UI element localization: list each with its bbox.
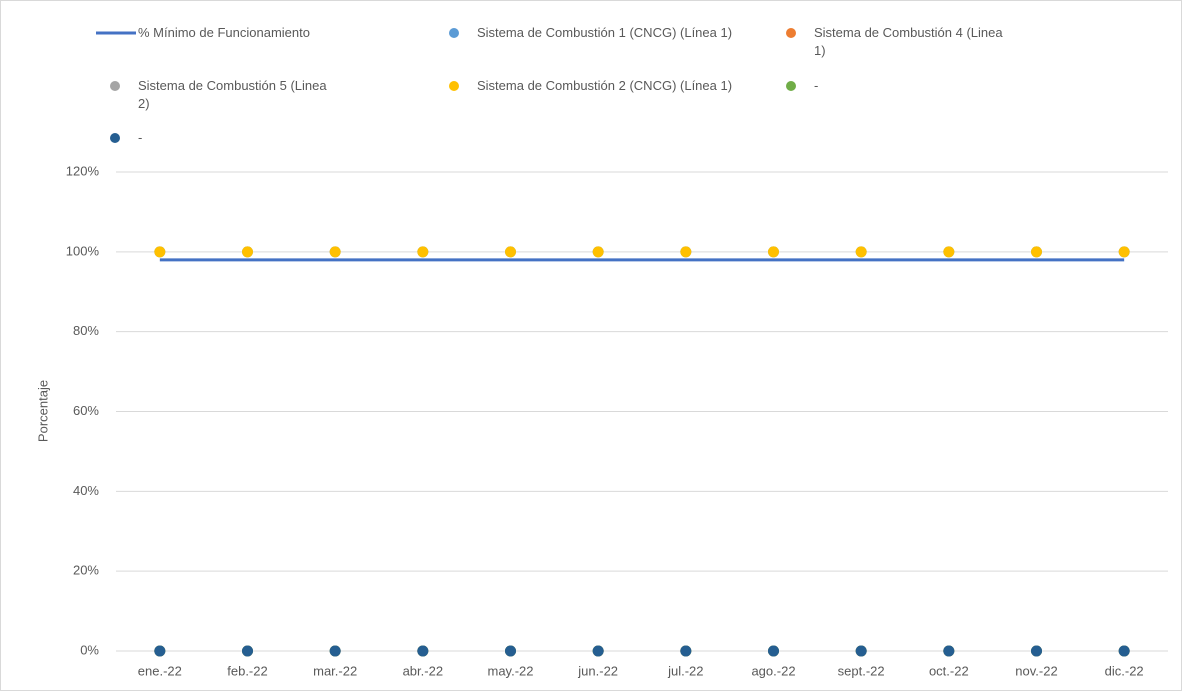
y-tick-label: 80% [73, 323, 99, 338]
data-point [768, 645, 779, 657]
data-point [855, 246, 867, 258]
data-point [417, 246, 429, 258]
data-point [154, 645, 166, 657]
legend-label: Sistema de Combustión 1 (CNCG) (Línea 1) [477, 25, 733, 40]
data-point [855, 645, 867, 657]
data-point [1118, 645, 1130, 657]
legend-marker [449, 28, 459, 38]
x-tick-label: dic.-22 [1105, 663, 1144, 678]
legend-marker [449, 81, 459, 91]
data-point [329, 246, 341, 258]
data-point [242, 246, 253, 258]
x-tick-label: jun.-22 [577, 663, 618, 678]
data-point [943, 645, 955, 657]
x-tick-label: sept.-22 [838, 663, 885, 678]
data-point [154, 246, 166, 258]
legend-label: % Mínimo de Funcionamiento [138, 25, 310, 40]
x-tick-label: ago.-22 [751, 663, 795, 678]
x-tick-label: abr.-22 [403, 663, 443, 678]
legend-label: Sistema de Combustión 4 (Linea 1) [814, 25, 1003, 58]
legend-label: - [138, 130, 143, 145]
data-point [242, 645, 253, 657]
x-tick-label: nov.-22 [1015, 663, 1057, 678]
data-point [680, 645, 692, 657]
legend-label: Sistema de Combustión 2 (CNCG) (Línea 1) [477, 78, 733, 93]
data-point [417, 645, 429, 657]
legend-marker [786, 81, 796, 91]
data-point [1118, 246, 1130, 258]
legend-label: - [814, 78, 819, 93]
x-tick-label: feb.-22 [227, 663, 267, 678]
x-tick-label: mar.-22 [313, 663, 357, 678]
y-tick-label: 0% [80, 642, 99, 657]
legend-marker [786, 28, 796, 38]
x-tick-label: jul.-22 [667, 663, 703, 678]
data-point [1031, 246, 1042, 258]
data-point [768, 246, 779, 258]
y-tick-label: 60% [73, 403, 99, 418]
data-point [943, 246, 955, 258]
data-point [329, 645, 341, 657]
y-tick-label: 100% [66, 243, 100, 258]
data-point [592, 645, 604, 657]
legend-marker [110, 133, 120, 143]
y-tick-label: 40% [73, 483, 99, 498]
legend-label: Sistema de Combustión 5 (Linea 2) [138, 78, 327, 111]
y-tick-label: 20% [73, 563, 99, 578]
legend-marker [110, 81, 120, 91]
data-point [1031, 645, 1042, 657]
x-tick-label: oct.-22 [929, 663, 969, 678]
data-point [505, 645, 516, 657]
x-tick-label: ene.-22 [138, 663, 182, 678]
data-point [592, 246, 604, 258]
y-axis-label: Porcentaje [35, 380, 50, 442]
x-tick-label: may.-22 [488, 663, 534, 678]
data-point [680, 246, 692, 258]
data-point [505, 246, 516, 258]
y-tick-label: 120% [66, 163, 100, 178]
